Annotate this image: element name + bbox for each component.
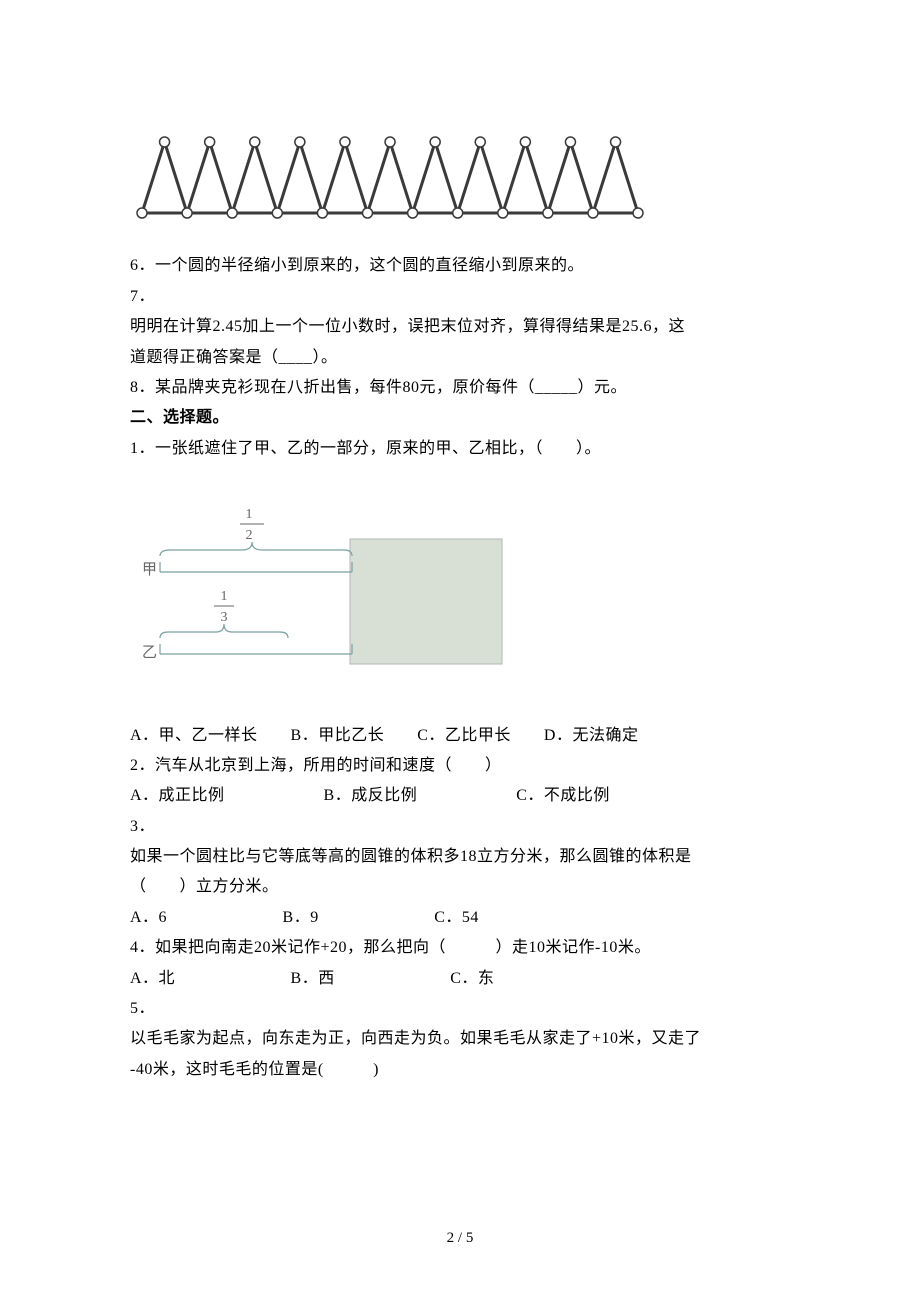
s2-q5-line1: 以毛毛家为起点，向东走为正，向西走为负。如果毛毛从家走了+10米，又走了 [130, 1024, 790, 1054]
frac-bot-num: 1 [221, 589, 228, 604]
s2-q4-options: A．北 B．西 C．东 [130, 964, 790, 994]
frac-top-den: 2 [246, 528, 253, 543]
s2-q3-options: A．6 B．9 C．54 [130, 903, 790, 933]
s2-question-4: 4．如果把向南走20米记作+20，那么把向（ ）走10米记作-10米。 [130, 933, 790, 963]
frac-top-num: 1 [246, 507, 253, 522]
question-8: 8．某品牌夹克衫现在八折出售，每件80元，原价每件（_____）元。 [130, 373, 790, 403]
bars-figure: 1 2 甲 1 3 [130, 494, 790, 680]
question-7-line1: 明明在计算2.45加上一个一位小数时，误把末位对齐，算得得结果是25.6，这 [130, 312, 790, 342]
section-2-heading: 二、选择题。 [130, 403, 790, 433]
s2-q2-options: A．成正比例 B．成反比例 C．不成比例 [130, 781, 790, 811]
question-7-number: 7． [130, 282, 790, 312]
bars-svg: 1 2 甲 1 3 [130, 494, 510, 669]
s2-q3-line1: 如果一个圆柱比与它等底等高的圆锥的体积多18立方分米，那么圆锥的体积是 [130, 842, 790, 872]
s2-question-2: 2．汽车从北京到上海，所用的时间和速度（ ） [130, 751, 790, 781]
s2-q1-options: A．甲、乙一样长 B．甲比乙长 C．乙比甲长 D．无法确定 [130, 721, 790, 751]
document-page: 6．一个圆的半径缩小到原来的，这个圆的直径缩小到原来的。 7． 明明在计算2.4… [0, 0, 920, 1302]
label-yi: 乙 [142, 645, 157, 661]
label-jia: 甲 [142, 562, 157, 578]
page-number: 2 / 5 [0, 1224, 920, 1253]
question-6: 6．一个圆的半径缩小到原来的，这个圆的直径缩小到原来的。 [130, 251, 790, 281]
s2-question-5-number: 5． [130, 994, 790, 1024]
s2-q5-line2: -40米，这时毛毛的位置是( ) [130, 1055, 790, 1085]
frac-bot-den: 3 [221, 610, 228, 625]
question-7-line2: 道题得正确答案是（____）。 [130, 343, 790, 373]
triangles-figure [130, 130, 790, 236]
content-area: 6．一个圆的半径缩小到原来的，这个圆的直径缩小到原来的。 7． 明明在计算2.4… [130, 130, 790, 1085]
triangles-svg [130, 130, 650, 225]
s2-question-1: 1．一张纸遮住了甲、乙的一部分，原来的甲、乙相比，（ ）。 [130, 434, 790, 464]
s2-question-3-number: 3． [130, 812, 790, 842]
s2-q3-line2: （ ）立方分米。 [130, 872, 790, 902]
